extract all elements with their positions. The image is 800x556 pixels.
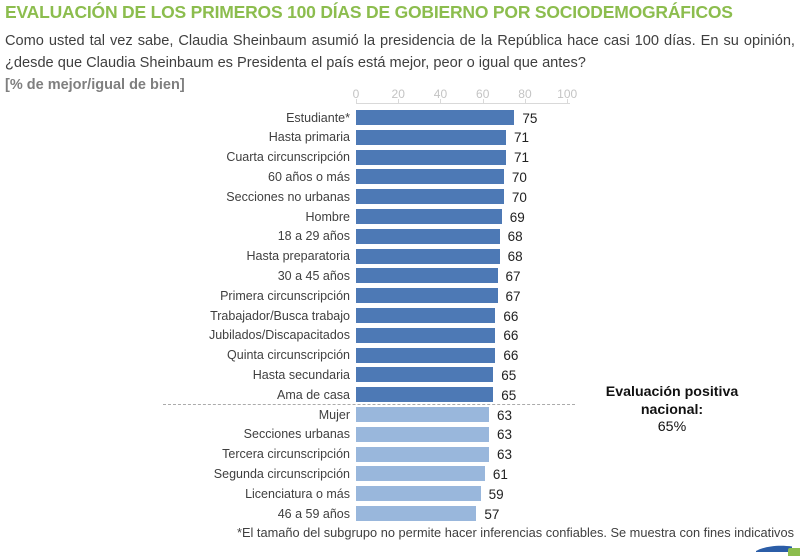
bar	[356, 129, 506, 145]
x-axis-tick-label: 80	[518, 87, 532, 101]
footnote: *El tamaño del subgrupo no permite hacer…	[237, 525, 794, 540]
category-label: Trabajador/Busca trabajo	[210, 308, 350, 323]
category-label: 18 a 29 años	[277, 229, 350, 244]
category-label: Mujer	[318, 407, 350, 422]
bar	[356, 169, 504, 185]
category-label: Quinta circunscripción	[227, 348, 350, 363]
bar	[356, 308, 496, 323]
bar	[356, 367, 494, 383]
x-axis-tick-mark	[567, 99, 569, 103]
value-label: 70	[511, 189, 527, 205]
value-label: 68	[507, 249, 523, 265]
unit-note: [% de mejor/igual de bien]	[5, 77, 185, 93]
x-axis-tick-mark	[398, 99, 400, 103]
value-label: 71	[513, 150, 529, 166]
national-annotation: Evaluación positiva nacional: 65%	[583, 384, 761, 437]
logo-green-fragment	[788, 548, 800, 556]
value-label: 61	[492, 466, 508, 482]
value-label: 59	[488, 486, 504, 502]
value-label: 66	[503, 348, 519, 364]
category-label: Hasta preparatoria	[246, 249, 350, 264]
value-label: 69	[509, 209, 525, 225]
category-label: 46 a 59 años	[277, 506, 350, 521]
category-label: Hombre	[305, 209, 350, 224]
category-label: Tercera circunscripción	[222, 447, 350, 462]
value-label: 65	[501, 387, 517, 403]
category-label: 60 años o más	[268, 169, 350, 184]
bar	[356, 446, 490, 462]
x-axis-tick-mark	[356, 99, 357, 103]
category-label: Hasta secundaria	[252, 367, 350, 382]
value-label: 63	[497, 447, 513, 463]
category-label: Estudiante*	[286, 110, 350, 125]
category-label: Segunda circunscripción	[213, 466, 350, 481]
bar	[356, 347, 496, 363]
category-label: Ama de casa	[277, 387, 350, 402]
bar	[356, 426, 490, 442]
bar	[356, 486, 481, 502]
bar	[356, 387, 494, 403]
value-label: 65	[501, 367, 517, 383]
x-axis-tick-mark	[482, 99, 484, 103]
category-label: Cuarta circunscripción	[226, 150, 350, 165]
bar	[356, 506, 477, 521]
x-axis-line	[356, 103, 571, 104]
x-axis-tick-label: 100	[557, 87, 578, 101]
annotation-value: 65%	[657, 419, 687, 435]
page-title: EVALUACIÓN DE LOS PRIMEROS 100 DÍAS DE G…	[5, 2, 733, 22]
x-axis-tick-label: 60	[476, 87, 490, 101]
annotation-label: Evaluación positiva nacional:	[605, 384, 739, 418]
value-label: 66	[503, 308, 519, 324]
value-label: 75	[522, 110, 538, 126]
bar	[356, 407, 490, 422]
category-label: Primera circunscripción	[220, 288, 350, 303]
value-label: 63	[497, 427, 513, 443]
x-axis-tick-label: 0	[352, 87, 360, 101]
value-label: 66	[503, 328, 519, 344]
category-label: Secciones urbanas	[243, 427, 350, 442]
national-average-separator-line	[163, 404, 575, 405]
bar	[356, 110, 515, 125]
category-label: 30 a 45 años	[277, 268, 350, 283]
bar	[356, 149, 506, 165]
value-label: 68	[507, 229, 523, 245]
category-label: Secciones no urbanas	[226, 189, 350, 204]
value-label: 63	[497, 407, 513, 423]
bar	[356, 288, 498, 304]
bar	[356, 248, 500, 264]
bar	[356, 327, 496, 343]
bar	[356, 209, 502, 224]
category-label: Hasta primaria	[268, 130, 350, 145]
value-label: 67	[505, 288, 521, 304]
x-axis-tick-label: 40	[433, 87, 448, 101]
survey-question-text: Como usted tal vez sabe, Claudia Sheinba…	[5, 33, 795, 71]
value-label: 57	[484, 506, 500, 522]
bar	[356, 268, 498, 284]
bar	[356, 189, 504, 205]
bar	[356, 228, 500, 244]
x-axis-tick-mark	[524, 99, 526, 103]
bar	[356, 466, 485, 482]
value-label: 71	[513, 130, 529, 146]
value-label: 67	[505, 268, 521, 284]
category-label: Jubilados/Discapacitados	[208, 328, 350, 343]
value-label: 70	[511, 169, 527, 185]
x-axis-tick-label: 20	[391, 87, 405, 101]
logo-swoosh-icon	[756, 545, 792, 552]
x-axis-tick-mark	[440, 99, 442, 103]
category-label: Licenciatura o más	[245, 486, 350, 501]
